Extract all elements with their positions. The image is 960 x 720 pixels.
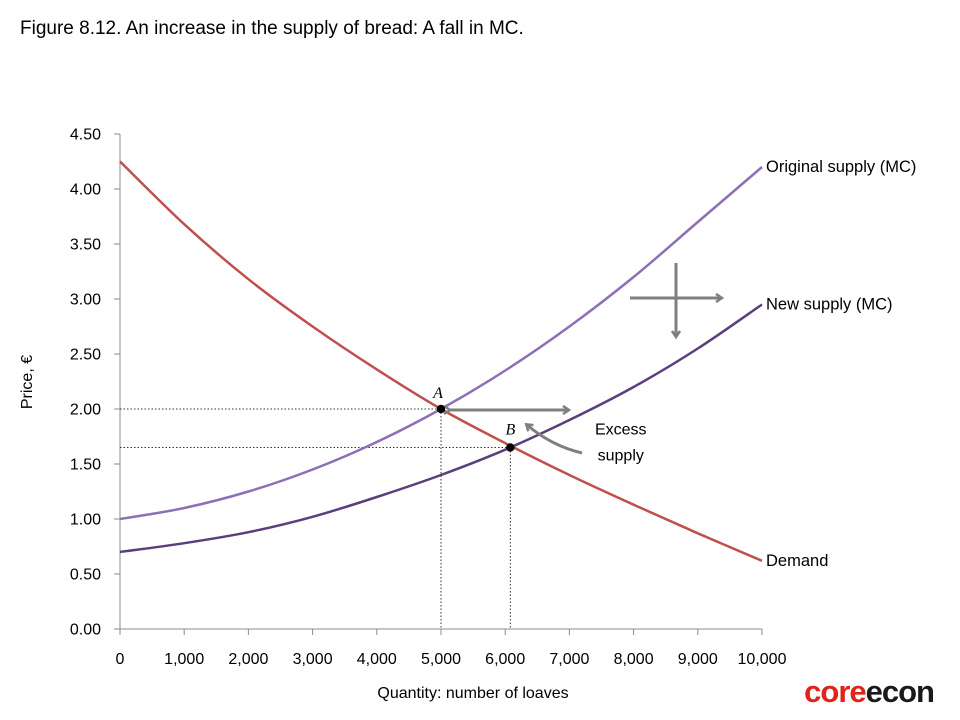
curve-label-original-supply-mc: Original supply (MC) [766,158,916,176]
equilibrium-points [436,404,515,452]
y-axis-title: Price, € [19,355,36,409]
x-tick-label: 7,000 [549,651,589,668]
curve-label-new-supply-mc: New supply (MC) [766,296,893,314]
curve-new-supply-mc [119,303,763,554]
point-label-b: B [505,422,515,439]
y-tick-label: 4.50 [70,127,101,144]
excess-supply-pointer-arrow [527,425,583,455]
logo-econ: econ [865,674,935,709]
x-tick-label: 6,000 [485,651,525,668]
y-tick-label: 1.00 [70,512,101,529]
x-tick-label: 0 [116,651,125,668]
y-tick-label: 0.50 [70,567,101,584]
curve-label-demand: Demand [766,552,828,570]
x-tick-label: 5,000 [421,651,461,668]
figure-title: Figure 8.12. An increase in the supply o… [20,18,524,39]
point-label-a: A [432,385,443,402]
x-tick-label: 8,000 [614,651,654,668]
y-tick-label: 1.50 [70,457,101,474]
x-tick-label: 2,000 [228,651,268,668]
coreecon-logo: coreecon [804,674,935,710]
y-tick-label: 0.00 [70,622,101,639]
x-tick-label: 1,000 [164,651,204,668]
y-tick-label: 4.00 [70,182,101,199]
annotation-excess: Excess [595,421,647,438]
y-tick-label: 2.50 [70,347,101,364]
y-tick-label: 3.00 [70,292,101,309]
x-axis-title: Quantity: number of loaves [377,685,568,702]
guide-lines [120,408,511,629]
y-tick-label: 3.50 [70,237,101,254]
x-tick-label: 3,000 [293,651,333,668]
x-tick-label: 4,000 [357,651,397,668]
point-a [436,404,446,414]
axes [119,134,762,630]
point-b [506,443,515,452]
x-tick-label: 10,000 [738,651,787,668]
y-tick-label: 2.00 [70,402,101,419]
annotation-supply: supply [598,448,644,465]
x-ticks: 0 1,000 2,000 3,000 4,000 5,000 6,000 7,000 8,00… [116,629,787,668]
logo-core: core [804,674,866,709]
x-tick-label: 9,000 [678,651,718,668]
shift-arrows [449,263,721,455]
chart-labels: Original supply (MC) New supply (MC) Deman… [432,158,916,570]
y-ticks: 0.00 0.50 1.00 1.50 2.00 2.50 3.00 3.50 4.00 4.50 [70,127,120,639]
